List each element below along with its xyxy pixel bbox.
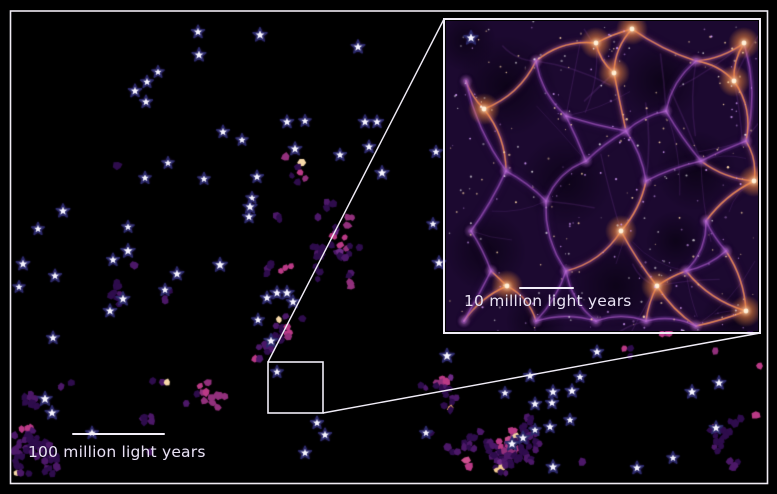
inset-scale-bar-line [519,287,574,289]
inset-scale-bar-label: 10 million light years [464,292,632,310]
main-scale-bar-line [72,433,165,435]
main-scale-bar-label: 100 million light years [28,443,206,461]
